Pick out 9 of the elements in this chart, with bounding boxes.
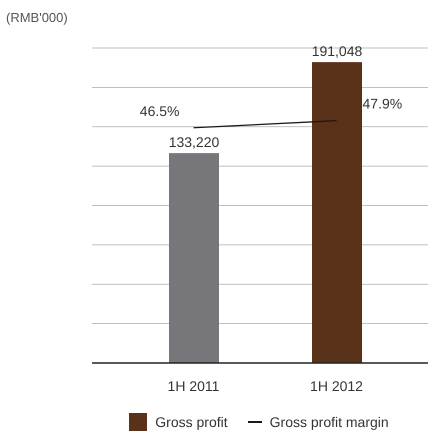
data-label: 191,048 bbox=[312, 43, 363, 60]
data-label: 46.5% bbox=[140, 102, 180, 119]
data-label: 47.9% bbox=[362, 96, 402, 112]
legend-label: Gross profit margin bbox=[268, 413, 389, 431]
y-axis-title: (RMB'000) bbox=[6, 10, 68, 25]
x-tick-label: 1H 2012 bbox=[310, 378, 364, 394]
data-label: 133,220 bbox=[168, 134, 220, 150]
legend-label: Gross profit bbox=[154, 413, 228, 431]
x-tick-label: 1H 2011 bbox=[168, 378, 220, 394]
